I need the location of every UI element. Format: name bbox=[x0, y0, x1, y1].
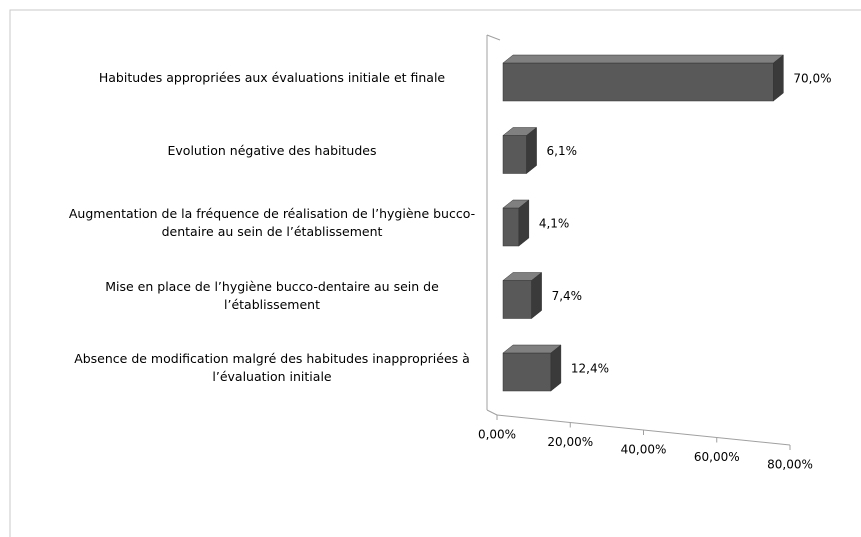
bar bbox=[502, 135, 527, 174]
value-label: 70,0% bbox=[793, 72, 831, 86]
value-label: 12,4% bbox=[571, 362, 609, 376]
bar-side bbox=[531, 271, 542, 320]
bar-side bbox=[550, 344, 562, 392]
x-tick-label: 0,00% bbox=[478, 428, 516, 442]
y-tick-label: Absence de modification malgré des habit… bbox=[74, 351, 470, 384]
bar-side bbox=[518, 199, 530, 247]
back-wall bbox=[486, 34, 501, 41]
value-label: 6,1% bbox=[547, 144, 578, 158]
bar-side bbox=[773, 54, 784, 102]
y-tick-label: Mise en place de l’hygiène bucco-dentair… bbox=[105, 278, 439, 312]
x-tick-label: 80,00% bbox=[767, 458, 813, 472]
x-tick-label: 20,00% bbox=[547, 435, 593, 449]
y-tick-label: Augmentation de la fréquence de réalisat… bbox=[68, 206, 476, 239]
x-tick-label: 40,00% bbox=[621, 443, 667, 457]
y-tick-label: Evolution négative des habitudes bbox=[167, 142, 377, 158]
bar bbox=[502, 352, 552, 392]
bar bbox=[502, 207, 520, 247]
bar-top bbox=[502, 54, 785, 64]
y-tick-label: Habitudes appropriées aux évaluations in… bbox=[98, 70, 446, 85]
bar bbox=[502, 280, 532, 319]
value-label: 4,1% bbox=[539, 217, 570, 231]
x-tick-label: 60,00% bbox=[694, 450, 740, 464]
bar bbox=[502, 62, 774, 102]
value-label: 7,4% bbox=[552, 289, 583, 303]
floor-edge bbox=[486, 409, 498, 416]
bar-side bbox=[526, 126, 537, 175]
frame bbox=[9, 9, 861, 537]
